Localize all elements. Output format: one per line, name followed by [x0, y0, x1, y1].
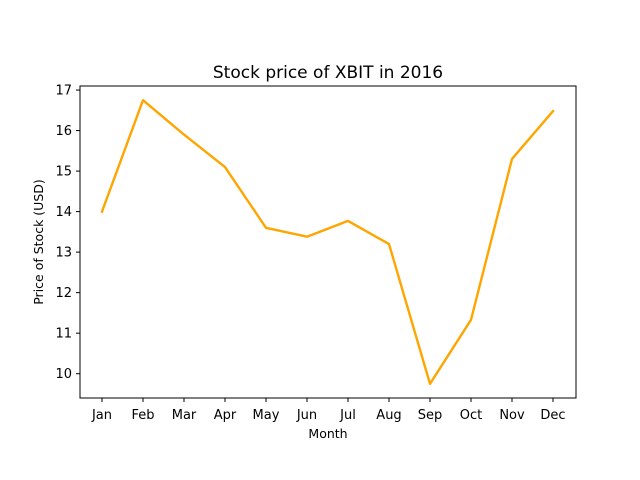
y-tick-label-15: 15: [55, 165, 72, 180]
chart-title: Stock price of XBIT in 2016: [213, 63, 443, 83]
x-tick-label-apr: Apr: [214, 408, 237, 423]
y-tick-label-13: 13: [55, 246, 72, 261]
x-axis-label: Month: [308, 426, 347, 441]
x-tick-label-nov: Nov: [499, 408, 525, 423]
y-tick-label-11: 11: [55, 327, 72, 342]
x-tick-label-dec: Dec: [540, 408, 565, 423]
x-tick-label-mar: Mar: [172, 408, 197, 423]
x-tick-label-sep: Sep: [418, 408, 443, 423]
y-axis-ticks: 10 11 12 13 14 15 16 17: [55, 84, 80, 382]
y-tick-label-14: 14: [55, 205, 72, 220]
x-tick-label-jan: Jan: [91, 408, 112, 423]
y-tick-label-12: 12: [55, 286, 72, 301]
plot-area: [79, 85, 577, 399]
y-axis-label: Price of Stock (USD): [31, 179, 46, 305]
x-tick-label-feb: Feb: [131, 408, 154, 423]
x-tick-label-jul: Jul: [339, 408, 356, 423]
x-tick-label-aug: Aug: [376, 408, 401, 423]
y-tick-label-10: 10: [55, 367, 72, 382]
series-line-0: [100, 98, 555, 386]
y-tick-label-16: 16: [55, 124, 72, 139]
y-tick-label-17: 17: [55, 84, 72, 99]
x-tick-label-oct: Oct: [460, 408, 482, 423]
x-tick-label-may: May: [253, 408, 280, 423]
x-tick-label-jun: Jun: [296, 408, 317, 423]
x-axis-ticks: Jan Feb Mar Apr May Jun Jul Aug Sep Oct Nov Dec: [91, 398, 566, 423]
series-layer: [100, 98, 555, 386]
